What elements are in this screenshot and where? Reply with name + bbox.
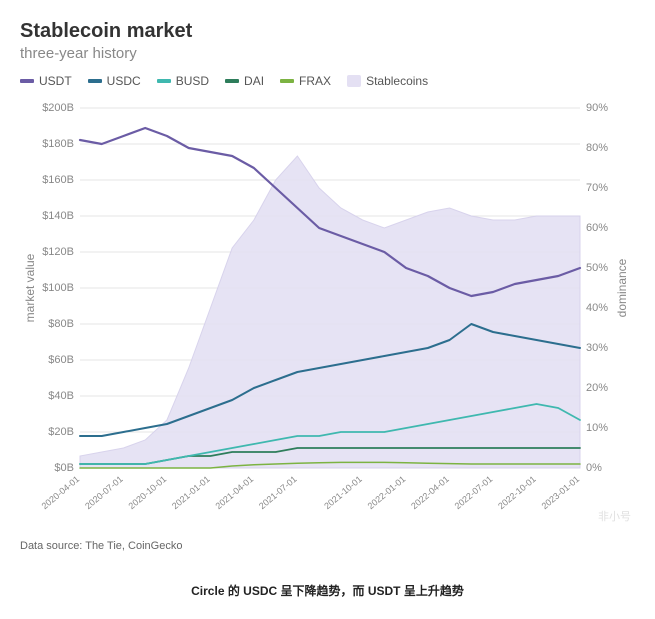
svg-text:40%: 40%	[586, 302, 608, 314]
legend-swatch	[88, 79, 102, 83]
svg-text:$140B: $140B	[42, 210, 74, 222]
legend-label: FRAX	[299, 74, 331, 88]
svg-text:50%: 50%	[586, 262, 608, 274]
data-source: Data source: The Tie, CoinGecko	[20, 540, 635, 552]
svg-text:2020-07-01: 2020-07-01	[83, 474, 125, 511]
legend-label: USDC	[107, 74, 141, 88]
chart-title: Stablecoin market	[20, 20, 635, 43]
legend-label: BUSD	[176, 74, 209, 88]
chart-container: $0B $20B $40B $60B $80B $100B $120B $140B $160B $…	[20, 98, 635, 528]
svg-text:2021-04-01: 2021-04-01	[213, 474, 255, 511]
svg-text:20%: 20%	[586, 382, 608, 394]
legend-item-dai: DAI	[225, 74, 264, 88]
svg-text:60%: 60%	[586, 222, 608, 234]
svg-text:90%: 90%	[586, 102, 608, 114]
svg-text:2022-01-01: 2022-01-01	[366, 474, 408, 511]
svg-text:$200B: $200B	[42, 102, 74, 114]
legend-item-stable: Stablecoins	[347, 74, 428, 88]
svg-text:market value: market value	[23, 253, 37, 322]
svg-text:2021-01-01: 2021-01-01	[170, 474, 212, 511]
legend: USDT USDC BUSD DAI FRAX Stablecoins	[20, 74, 635, 88]
svg-text:0%: 0%	[586, 462, 602, 474]
svg-text:$0B: $0B	[54, 462, 74, 474]
svg-text:2023-01-01: 2023-01-01	[540, 474, 582, 511]
svg-text:80%: 80%	[586, 142, 608, 154]
svg-text:30%: 30%	[586, 342, 608, 354]
legend-swatch	[280, 79, 294, 83]
svg-text:2022-04-01: 2022-04-01	[409, 474, 451, 511]
legend-label: Stablecoins	[366, 74, 428, 88]
svg-text:2020-04-01: 2020-04-01	[40, 474, 82, 511]
chart-svg: $0B $20B $40B $60B $80B $100B $120B $140B $160B $…	[20, 98, 635, 528]
svg-text:$100B: $100B	[42, 282, 74, 294]
legend-item-frax: FRAX	[280, 74, 331, 88]
legend-swatch	[225, 79, 239, 83]
legend-item-busd: BUSD	[157, 74, 209, 88]
svg-text:$180B: $180B	[42, 138, 74, 150]
legend-item-usdc: USDC	[88, 74, 141, 88]
svg-text:$80B: $80B	[48, 318, 74, 330]
svg-text:10%: 10%	[586, 422, 608, 434]
svg-text:2021-10-01: 2021-10-01	[322, 474, 364, 511]
svg-text:$60B: $60B	[48, 354, 74, 366]
svg-text:$20B: $20B	[48, 426, 74, 438]
chart-subtitle: three-year history	[20, 45, 635, 62]
svg-text:2021-07-01: 2021-07-01	[257, 474, 299, 511]
svg-text:2022-07-01: 2022-07-01	[453, 474, 495, 511]
legend-swatch	[347, 75, 361, 87]
legend-label: DAI	[244, 74, 264, 88]
legend-swatch	[157, 79, 171, 83]
legend-label: USDT	[39, 74, 72, 88]
svg-text:$160B: $160B	[42, 174, 74, 186]
legend-swatch	[20, 79, 34, 83]
svg-text:70%: 70%	[586, 182, 608, 194]
area-stablecoins	[80, 156, 580, 468]
legend-item-usdt: USDT	[20, 74, 72, 88]
caption: Circle 的 USDC 呈下降趋势，而 USDT 呈上升趋势	[20, 582, 635, 599]
svg-text:2020-10-01: 2020-10-01	[127, 474, 169, 511]
svg-text:2022-10-01: 2022-10-01	[496, 474, 538, 511]
svg-text:$40B: $40B	[48, 390, 74, 402]
svg-text:dominance: dominance	[615, 258, 629, 317]
svg-text:$120B: $120B	[42, 246, 74, 258]
